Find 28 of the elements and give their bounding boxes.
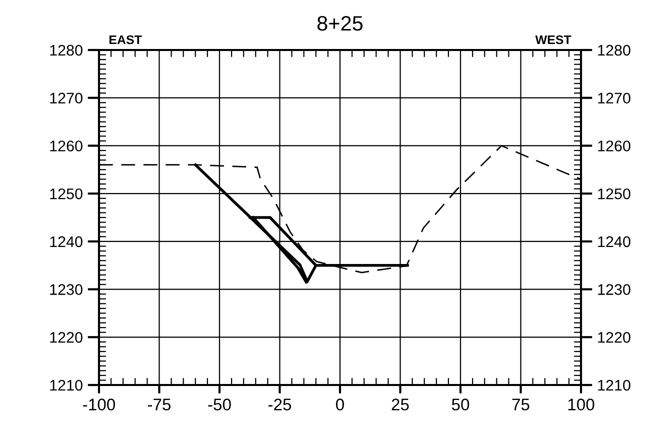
x-tick-label: 75 (512, 398, 530, 410)
y2-tick-label: 1210 (598, 380, 630, 391)
y-tick-label: 1210 (50, 380, 82, 391)
y-tick-label: 1240 (50, 236, 82, 248)
x-tick-label: 25 (392, 398, 409, 410)
y-tick-label: 1280 (50, 44, 82, 56)
x-tick-label: -75 (148, 398, 171, 410)
x-tick-label: 0 (336, 398, 344, 410)
x-tick-label: 50 (452, 398, 470, 410)
x-tick-label: -100 (83, 398, 116, 410)
y2-tick-label: 1220 (598, 332, 630, 343)
x-tick-label: -50 (208, 398, 231, 410)
x-tick-label: 100 (568, 398, 594, 410)
y2-tick-label: 1260 (598, 140, 630, 152)
y2-tick-label: 1250 (598, 188, 630, 200)
y-tick-label: 1230 (50, 284, 82, 295)
chart-title: 8+25 (317, 16, 363, 31)
text: EAST (109, 35, 142, 44)
x-tick-label: -25 (268, 398, 292, 410)
y-tick-label: 1250 (50, 188, 82, 200)
text: WEST (535, 35, 572, 44)
y-tick-label: 1220 (50, 332, 82, 343)
y-tick-label: 1260 (50, 140, 82, 152)
y-tick-label: 1270 (50, 92, 82, 104)
y2-tick-label: 1270 (598, 92, 630, 104)
y2-tick-label: 1280 (598, 44, 630, 56)
y2-tick-label: 1240 (598, 236, 630, 248)
y2-tick-label: 1230 (598, 284, 630, 295)
